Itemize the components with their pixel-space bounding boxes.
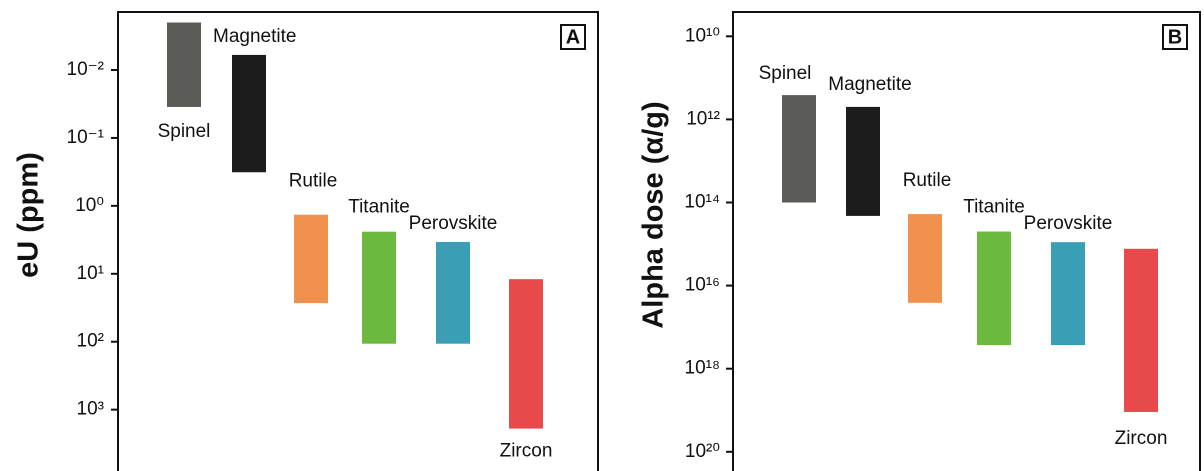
range-bar [232, 54, 266, 173]
bar-label: Magnetite [213, 26, 296, 47]
y-tick-label: 10¹⁸ [685, 358, 720, 379]
y-tick-label: 10⁻² [67, 59, 105, 80]
range-bar [782, 95, 816, 203]
range-bar [977, 231, 1011, 346]
y-axis-label: eU (ppm) [13, 152, 45, 278]
range-bar [362, 231, 396, 344]
y-tick-label: 10¹ [77, 263, 104, 284]
range-bar [1124, 248, 1158, 412]
y-tick-label: 10¹² [686, 108, 720, 129]
plot-frame [732, 11, 1201, 471]
range-bar [846, 106, 880, 216]
panel-label: A [566, 26, 580, 48]
bar-label: Titanite [348, 197, 410, 218]
y-tick-label: 10³ [77, 399, 104, 420]
range-bar [1051, 242, 1085, 346]
range-bar [436, 241, 470, 344]
y-axis-label: Alpha dose (α/g) [638, 101, 670, 328]
range-bar [509, 279, 543, 429]
y-tick-label: 10¹⁴ [684, 192, 720, 213]
bar-label: Titanite [963, 197, 1025, 218]
range-bar [167, 22, 201, 107]
y-tick-label: 10² [77, 331, 104, 352]
bar-label: Perovskite [1024, 213, 1113, 234]
y-tick-label: 10²⁰ [685, 441, 720, 462]
panel-box [560, 24, 586, 50]
y-tick-label: 10⁰ [75, 195, 104, 216]
bar-label: Rutile [903, 170, 952, 191]
bar-label: Magnetite [828, 74, 911, 95]
panel-box [1162, 24, 1188, 50]
bar-label: Zircon [1115, 428, 1168, 449]
bar-label: Perovskite [409, 213, 498, 234]
bar-label: Spinel [759, 63, 812, 84]
bar-label: Rutile [289, 171, 338, 192]
panel-label: B [1168, 26, 1182, 48]
y-tick-label: 10¹⁶ [685, 275, 720, 296]
y-tick-label: 10⁻¹ [67, 127, 105, 148]
bar-label: Zircon [500, 441, 553, 462]
y-tick-label: 10¹⁰ [685, 25, 720, 46]
plot-frame [117, 11, 599, 471]
bar-label: Spinel [158, 121, 211, 142]
range-bar [294, 214, 328, 304]
range-bar [908, 214, 942, 303]
